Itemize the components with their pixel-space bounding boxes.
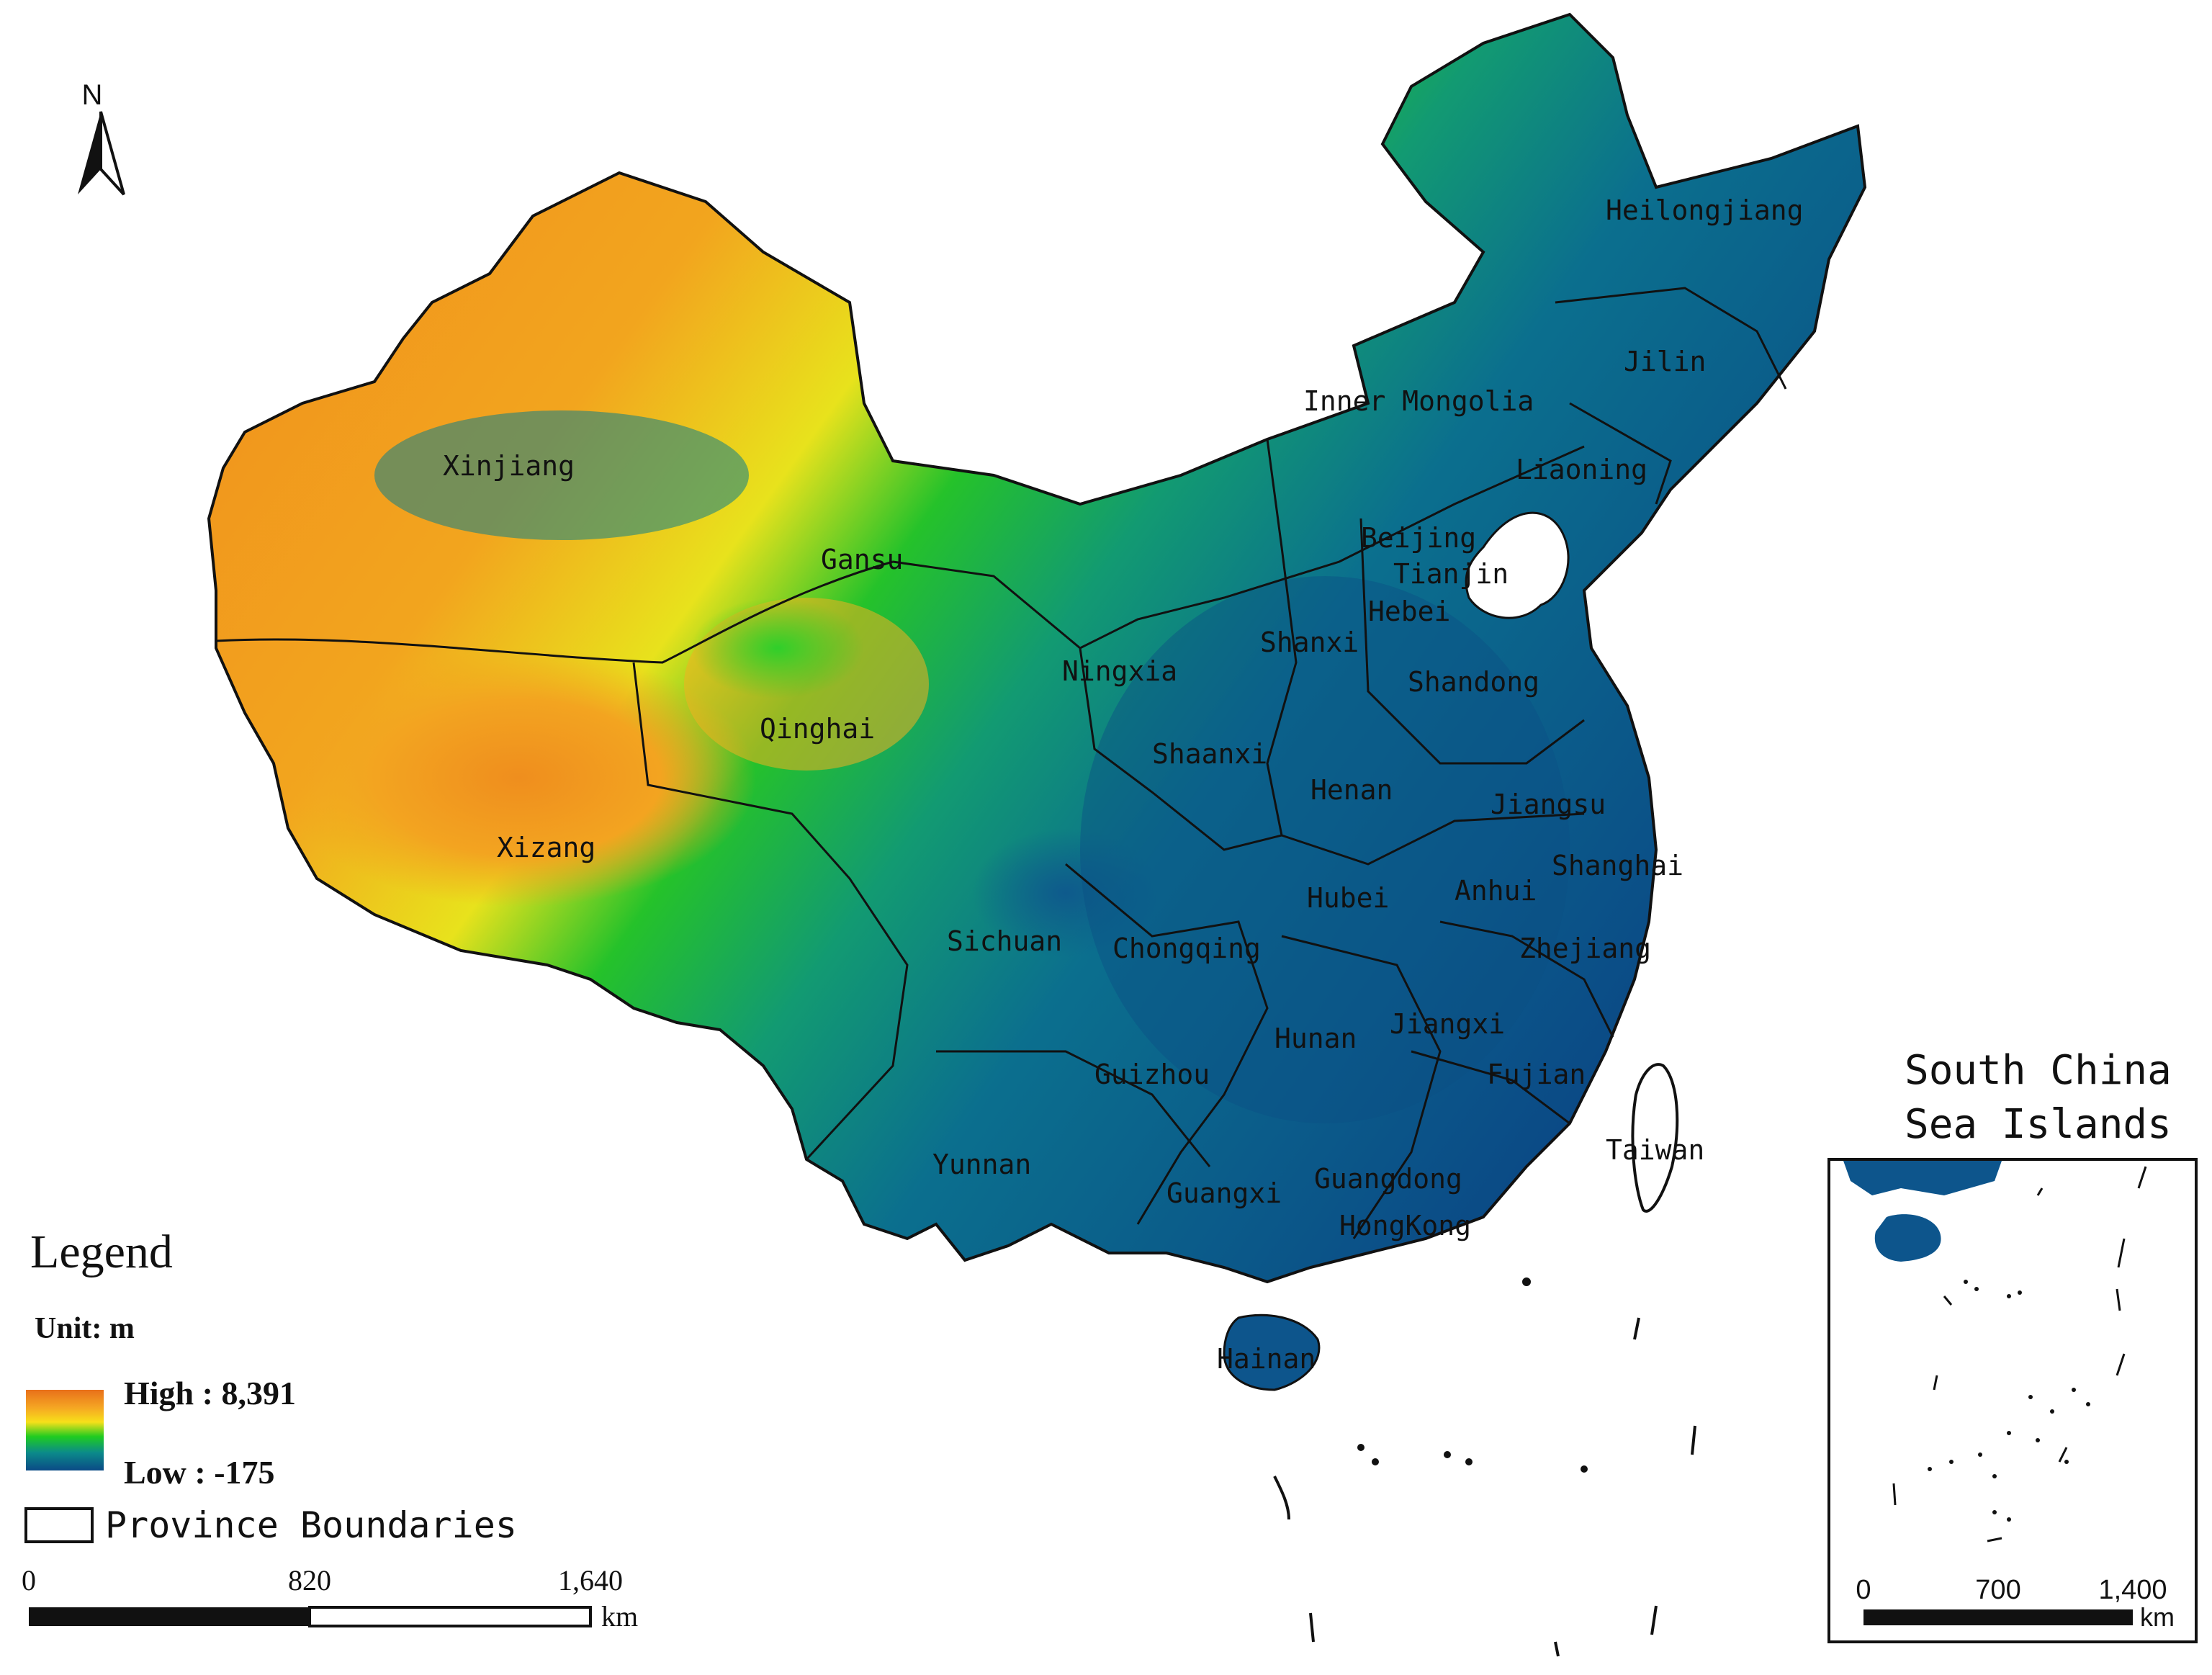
hainan-island [1223,1313,1321,1391]
scale-tick: 0 [22,1564,36,1597]
province-label: Shanghai [1552,850,1683,881]
province-label: Inner Mongolia [1303,385,1534,417]
province-label: Taiwan [1606,1134,1704,1166]
province-labels: Heilongjiang Jilin Liaoning Inner Mongol… [443,194,1804,1375]
province-label: Chongqing [1112,933,1261,964]
province-label: Henan [1310,774,1393,806]
sichuan-basin-relief [972,828,1159,958]
province-label: Hebei [1368,596,1450,627]
province-label: Sichuan [947,925,1062,957]
province-label: Xinjiang [443,450,575,482]
province-label: Heilongjiang [1606,194,1804,226]
legend-title: Legend [30,1226,173,1278]
province-label: Shaanxi [1152,738,1267,770]
province-label: Guangxi [1166,1177,1282,1209]
china-mainland-shape [207,12,1867,1284]
province-label: Ningxia [1062,655,1177,687]
province-label: Jiangsu [1491,789,1606,820]
north-arrow: N [78,79,125,196]
tibetan-plateau-relief [281,648,756,907]
south-china-sea-islands-main [1273,1277,1696,1657]
inset-scale-unit: km [2140,1602,2175,1632]
legend: Legend Unit: m High : 8,391 Low : -175 P… [24,1226,517,1546]
province-label: Shanxi [1260,627,1359,658]
province-label: Tianjin [1393,558,1509,590]
province-label: Hunan [1274,1023,1357,1054]
scale-tick: 1,640 [558,1564,623,1597]
scale-tick: 820 [288,1564,331,1597]
province-label: Fujian [1487,1059,1586,1090]
province-label: Hainan [1217,1343,1316,1375]
north-arrow-label: N [82,79,103,111]
province-boundaries [215,287,1787,1239]
inset-title-line1: South China [1905,1047,2172,1094]
inset-title-line2: Sea Islands [1905,1101,2172,1148]
legend-high: High : 8,391 [124,1375,296,1411]
province-label: Jilin [1624,346,1706,377]
legend-boundaries-label: Province Boundaries [105,1504,517,1546]
legend-boundary-swatch [24,1507,94,1543]
province-label: HongKong [1339,1210,1471,1241]
inset-scale-tick: 700 [1975,1575,2020,1605]
province-label: Jiangxi [1390,1008,1505,1040]
north-arrow-icon [78,112,101,194]
taiwan-island [1631,1063,1679,1213]
province-label: Beijing [1361,522,1476,554]
province-label: Shandong [1408,666,1539,698]
scale-bar: 0 820 1,640 km [22,1564,638,1633]
province-label: Gansu [821,544,903,575]
tarim-basin-relief [374,410,749,540]
inset-south-china-sea: South China Sea Islands 0 700 1,400 km [1827,1047,2198,1643]
province-label: Anhui [1455,875,1537,907]
legend-unit: Unit: m [35,1312,135,1345]
province-label: Xizang [497,832,595,863]
legend-low: Low : -175 [124,1454,275,1491]
scale-unit: km [601,1600,638,1633]
province-label: Guangdong [1314,1163,1462,1195]
province-label: Guizhou [1094,1059,1210,1090]
province-label: Zhejiang [1519,933,1651,964]
province-label: Liaoning [1516,454,1647,485]
province-label: Yunnan [932,1149,1031,1180]
bohai-sea [1465,511,1570,619]
inset-scale-tick: 0 [1856,1575,1871,1605]
province-label: Hubei [1307,882,1389,914]
inset-scale-tick: 1,400 [2098,1575,2167,1605]
legend-color-ramp [26,1390,104,1470]
qaidam-basin-relief [691,598,864,699]
province-label: Qinghai [760,713,875,745]
